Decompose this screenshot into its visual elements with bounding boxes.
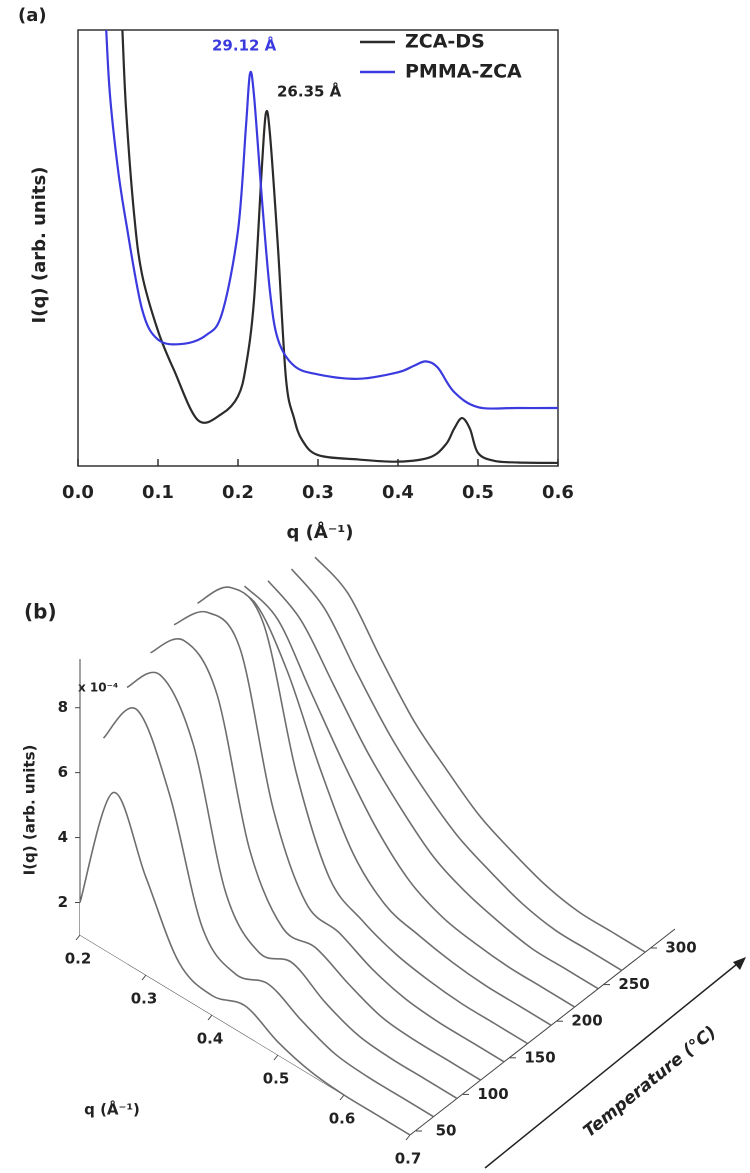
x-tick-label: 0.1 — [142, 482, 174, 503]
z-axis-label: I(q) (arb. units) — [21, 745, 39, 876]
curve-fill — [197, 587, 528, 1044]
temperature-arrow — [484, 959, 743, 1169]
x-tick-label: 0.3 — [302, 482, 334, 503]
legend-label: ZCA-DS — [405, 31, 485, 53]
x-tick — [273, 1054, 279, 1061]
panel-a: (a) q (Å⁻¹) I(q) (arb. units) 29.12 Å 26… — [18, 5, 574, 543]
panel-label: (b) — [24, 600, 57, 624]
intensity-curve — [290, 568, 622, 971]
z-tick-label: 8 — [58, 698, 68, 716]
x-tick-label: 0.2 — [222, 482, 254, 503]
x-tick-label: 0.5 — [462, 482, 494, 503]
y-axis — [409, 928, 676, 1136]
intensity-curve — [79, 791, 411, 1136]
multiplier: x 10⁻⁴ — [78, 681, 118, 695]
x-tick — [75, 934, 81, 941]
x-tick — [207, 1014, 213, 1021]
y-axis-label: I(q) (arb. units) — [29, 167, 50, 324]
intensity-curve — [314, 556, 646, 953]
curve-fill — [103, 707, 434, 1117]
panel-b: (b) x 10⁻⁴ I(q) (arb. units) q (Å⁻¹) Tem… — [21, 556, 746, 1169]
curve-fill — [127, 672, 457, 1099]
x-tick-label: 0.7 — [395, 1150, 422, 1168]
y-tick-label: 150 — [524, 1048, 555, 1066]
intensity-curve — [126, 671, 458, 1100]
intensity-curve — [197, 586, 528, 1045]
x-tick-label: 0.6 — [329, 1110, 356, 1128]
intensity-curve — [243, 585, 575, 1008]
legend-label: PMMA-ZCA — [405, 61, 522, 83]
y-tick-label: 300 — [665, 939, 696, 957]
x-axis-label: q (Å⁻¹) — [84, 1100, 140, 1119]
series-line — [121, 30, 558, 465]
intensity-curve — [102, 706, 434, 1118]
x-tick-label: 0.5 — [263, 1070, 290, 1088]
intensity-curve — [267, 580, 599, 990]
x-tick — [339, 1094, 345, 1101]
x-tick-label: 0.4 — [382, 482, 414, 503]
x-tick-label: 0.2 — [65, 950, 92, 968]
curve-fill — [80, 792, 410, 1135]
x-tick — [141, 974, 147, 981]
y-tick-label: 100 — [477, 1085, 508, 1103]
x-axis-label: q (Å⁻¹) — [287, 520, 354, 543]
series-line — [105, 30, 558, 410]
x-tick-label: 0.0 — [62, 482, 94, 503]
z-tick-label: 2 — [58, 893, 68, 911]
z-tick-label: 4 — [58, 828, 68, 846]
z-tick-label: 6 — [58, 763, 68, 781]
x-tick-label: 0.6 — [542, 482, 574, 503]
x-tick-label: 0.4 — [197, 1030, 224, 1048]
arrow-head — [733, 957, 746, 970]
annotation: 29.12 Å — [212, 36, 277, 55]
y-tick-label: 200 — [571, 1012, 602, 1030]
x-tick-label: 0.3 — [131, 990, 158, 1008]
y-axis-label: Temperature (°C) — [580, 1022, 721, 1141]
y-tick-label: 250 — [618, 975, 649, 993]
intensity-curve — [173, 610, 505, 1063]
intensity-curve — [150, 638, 481, 1081]
y-tick-label: 50 — [436, 1122, 457, 1140]
intensity-curve — [220, 590, 552, 1026]
panel-label: (a) — [18, 5, 47, 26]
x-tick — [405, 1134, 411, 1141]
annotation: 26.35 Å — [277, 82, 342, 101]
plot-lines — [105, 30, 558, 465]
